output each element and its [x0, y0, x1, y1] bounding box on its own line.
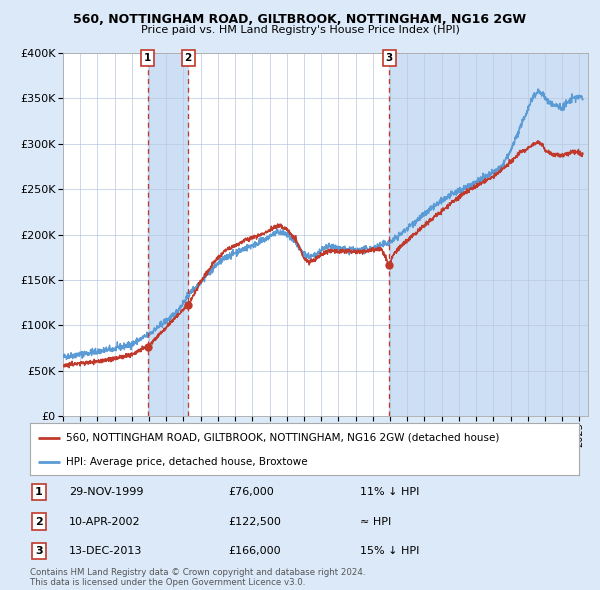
Text: 29-NOV-1999: 29-NOV-1999 [69, 487, 143, 497]
Text: Contains HM Land Registry data © Crown copyright and database right 2024.: Contains HM Land Registry data © Crown c… [30, 568, 365, 576]
Text: £122,500: £122,500 [228, 517, 281, 526]
Text: This data is licensed under the Open Government Licence v3.0.: This data is licensed under the Open Gov… [30, 578, 305, 587]
Text: 3: 3 [35, 546, 43, 556]
Text: 1: 1 [35, 487, 43, 497]
Text: 2: 2 [35, 517, 43, 526]
Text: 2: 2 [185, 53, 192, 63]
Bar [389, 53, 588, 416]
Text: 11% ↓ HPI: 11% ↓ HPI [360, 487, 419, 497]
Text: 560, NOTTINGHAM ROAD, GILTBROOK, NOTTINGHAM, NG16 2GW: 560, NOTTINGHAM ROAD, GILTBROOK, NOTTING… [73, 13, 527, 26]
Text: 3: 3 [386, 53, 393, 63]
Text: HPI: Average price, detached house, Broxtowe: HPI: Average price, detached house, Brox… [65, 457, 307, 467]
Text: £166,000: £166,000 [228, 546, 281, 556]
Text: 560, NOTTINGHAM ROAD, GILTBROOK, NOTTINGHAM, NG16 2GW (detached house): 560, NOTTINGHAM ROAD, GILTBROOK, NOTTING… [65, 432, 499, 442]
Text: 13-DEC-2013: 13-DEC-2013 [69, 546, 142, 556]
Bar [148, 53, 188, 416]
Text: Price paid vs. HM Land Registry's House Price Index (HPI): Price paid vs. HM Land Registry's House … [140, 25, 460, 35]
Text: 10-APR-2002: 10-APR-2002 [69, 517, 140, 526]
Text: ≈ HPI: ≈ HPI [360, 517, 391, 526]
Text: 15% ↓ HPI: 15% ↓ HPI [360, 546, 419, 556]
Text: £76,000: £76,000 [228, 487, 274, 497]
Text: 1: 1 [144, 53, 151, 63]
